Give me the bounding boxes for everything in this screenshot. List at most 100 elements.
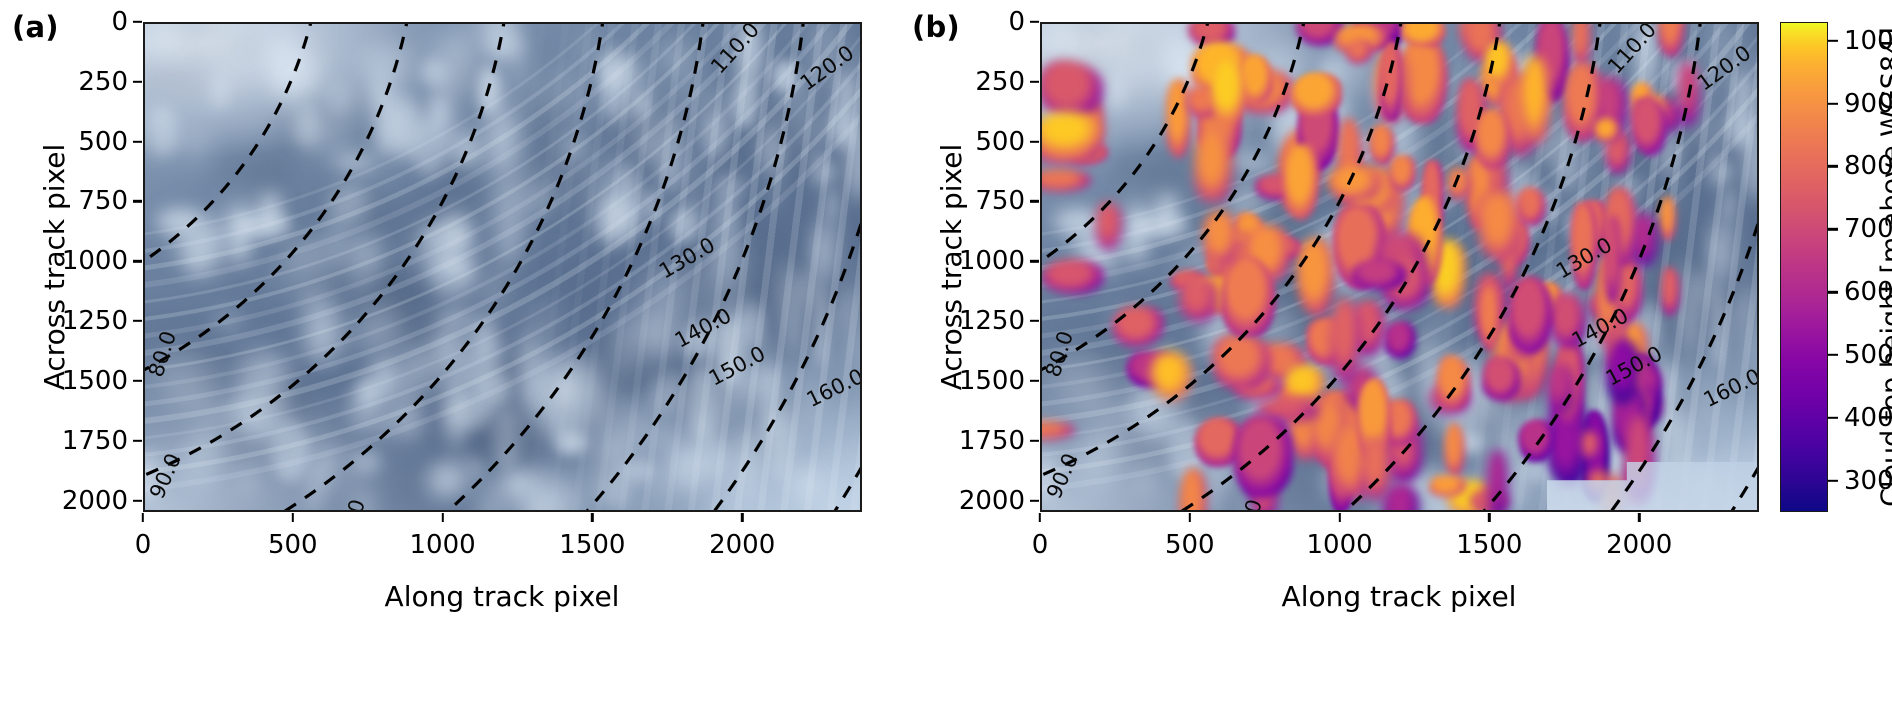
cloud-blob — [800, 118, 821, 154]
cloud-top-height-patch — [1389, 154, 1416, 191]
x-tick-mark — [1338, 513, 1341, 522]
panel-b-tag: (b) — [912, 10, 960, 44]
y-tick-mark — [133, 439, 142, 442]
y-tick-label: 1750 — [958, 425, 1025, 456]
y-tick-label: 250 — [975, 66, 1025, 97]
panel-a-tag: (a) — [12, 10, 59, 44]
colorbar-tick-label: 800 — [1844, 151, 1892, 182]
cloud-top-height-patch — [1329, 297, 1361, 382]
colorbar-tick-label: 400 — [1844, 402, 1892, 433]
x-tick-mark — [1038, 513, 1042, 522]
cloud-top-height-patch — [1603, 216, 1621, 305]
y-tick-mark — [133, 260, 142, 263]
colorbar-tick-mark — [1828, 290, 1838, 294]
y-tick-label: 500 — [78, 126, 128, 157]
y-tick-mark — [133, 499, 142, 502]
colorbar-tick-mark — [1828, 165, 1838, 168]
y-tick-label: 750 — [975, 186, 1025, 217]
colorbar-tick-mark — [1828, 416, 1838, 419]
y-tick-mark — [1030, 499, 1039, 502]
cloud-blob — [1719, 161, 1731, 183]
cloud-top-height-patch — [1383, 321, 1416, 360]
y-tick-label: 1000 — [61, 246, 128, 277]
y-tick-label: 0 — [111, 7, 128, 37]
colorbar[interactable] — [1780, 22, 1828, 512]
cloud-top-height-patch — [1400, 24, 1446, 47]
cloud-blob — [826, 186, 839, 218]
cloud-blob — [822, 161, 834, 183]
y-tick-mark — [1030, 80, 1039, 84]
cloud-blob — [1723, 186, 1736, 218]
cloud-top-height-patch — [1283, 144, 1320, 221]
y-tick-label: 1250 — [61, 306, 128, 337]
colorbar-tick-label: 300 — [1844, 465, 1892, 496]
x-tick-label: 2000 — [1606, 530, 1673, 560]
x-tick-mark — [1488, 513, 1491, 522]
cloud-top-height-patch — [1508, 276, 1554, 355]
y-tick-label: 500 — [975, 126, 1025, 157]
cloud-top-height-patch — [1178, 276, 1219, 323]
cloud-top-height-patch — [1677, 61, 1700, 126]
colorbar-tick-label: 600 — [1844, 277, 1892, 308]
y-tick-label: 750 — [78, 186, 128, 217]
x-tick-label: 500 — [267, 530, 318, 560]
cloud-blob — [1706, 150, 1725, 189]
y-tick-mark — [133, 319, 142, 323]
y-tick-label: 1500 — [958, 365, 1025, 396]
panel-a-ylabel: Across track pixel — [38, 143, 71, 391]
cloud-top-height-patch — [1042, 420, 1076, 441]
cloud-top-height-patch — [1042, 168, 1092, 192]
colorbar-tick-mark — [1828, 39, 1838, 43]
x-tick-mark — [740, 513, 744, 522]
cloud-top-height-patch — [1581, 430, 1600, 460]
cloud-top-height-patch — [1210, 58, 1246, 125]
cloud-blob — [1697, 118, 1718, 154]
y-tick-mark — [1030, 439, 1039, 442]
cloud-blob — [809, 150, 828, 189]
y-tick-label: 1750 — [61, 425, 128, 456]
x-tick-label: 0 — [134, 530, 152, 560]
y-tick-mark — [1030, 319, 1039, 323]
y-tick-mark — [133, 379, 142, 383]
cloud-top-height-patch — [1482, 355, 1521, 402]
y-tick-mark — [133, 140, 142, 143]
colorbar-tick-mark — [1828, 102, 1838, 105]
y-tick-mark — [133, 20, 142, 24]
colorbar-tick-label: 500 — [1844, 339, 1892, 370]
cloud-top-height-patch — [1379, 40, 1403, 121]
x-tick-label: 1000 — [1306, 530, 1373, 560]
colorbar-tick-label: 1000 — [1844, 25, 1892, 56]
y-tick-mark — [133, 200, 142, 203]
y-tick-mark — [1030, 20, 1039, 24]
cloud-top-height-patch — [1487, 450, 1508, 510]
cloud-top-height-patch — [1571, 24, 1591, 68]
y-tick-mark — [1030, 260, 1039, 263]
y-tick-label: 2000 — [958, 485, 1025, 516]
x-tick-mark — [1637, 513, 1641, 522]
cloud-top-height-patch — [1630, 96, 1667, 156]
panel-a-base-image — [145, 24, 860, 510]
panel-b-plot-area[interactable]: 80.090.00.0110.0120.0130.0140.0150.0160.… — [1040, 22, 1759, 512]
cloud-top-height-patch — [1657, 24, 1685, 57]
colorbar-label: Cloud top height [m above WGS84] — [1876, 27, 1892, 507]
cloud-top-height-patch — [1193, 127, 1234, 202]
x-tick-label: 1500 — [1456, 530, 1523, 560]
panel-b-xlabel: Along track pixel — [1281, 580, 1517, 613]
cloud-top-height-patch — [1212, 334, 1272, 389]
cloud-top-height-patch — [1352, 259, 1407, 291]
y-tick-mark — [1030, 200, 1039, 203]
x-tick-mark — [141, 513, 145, 522]
cloud-top-height-patch — [1179, 468, 1207, 510]
y-tick-label: 1250 — [958, 306, 1025, 337]
cloud-top-height-patch — [1042, 258, 1104, 294]
panel-b-ylabel: Across track pixel — [935, 143, 968, 391]
x-tick-label: 1000 — [409, 530, 476, 560]
cloud-blob — [1715, 24, 1730, 83]
cloud-top-height-patch — [1232, 416, 1294, 499]
panel-a-plot-area[interactable]: 80.090.00.0110.0120.0130.0140.0150.0160.… — [143, 22, 862, 512]
cloud-top-height-patch — [1658, 195, 1677, 241]
colorbar-tick-mark — [1828, 353, 1838, 357]
y-tick-label: 2000 — [61, 485, 128, 516]
x-tick-mark — [591, 513, 594, 522]
y-tick-mark — [1030, 379, 1039, 383]
